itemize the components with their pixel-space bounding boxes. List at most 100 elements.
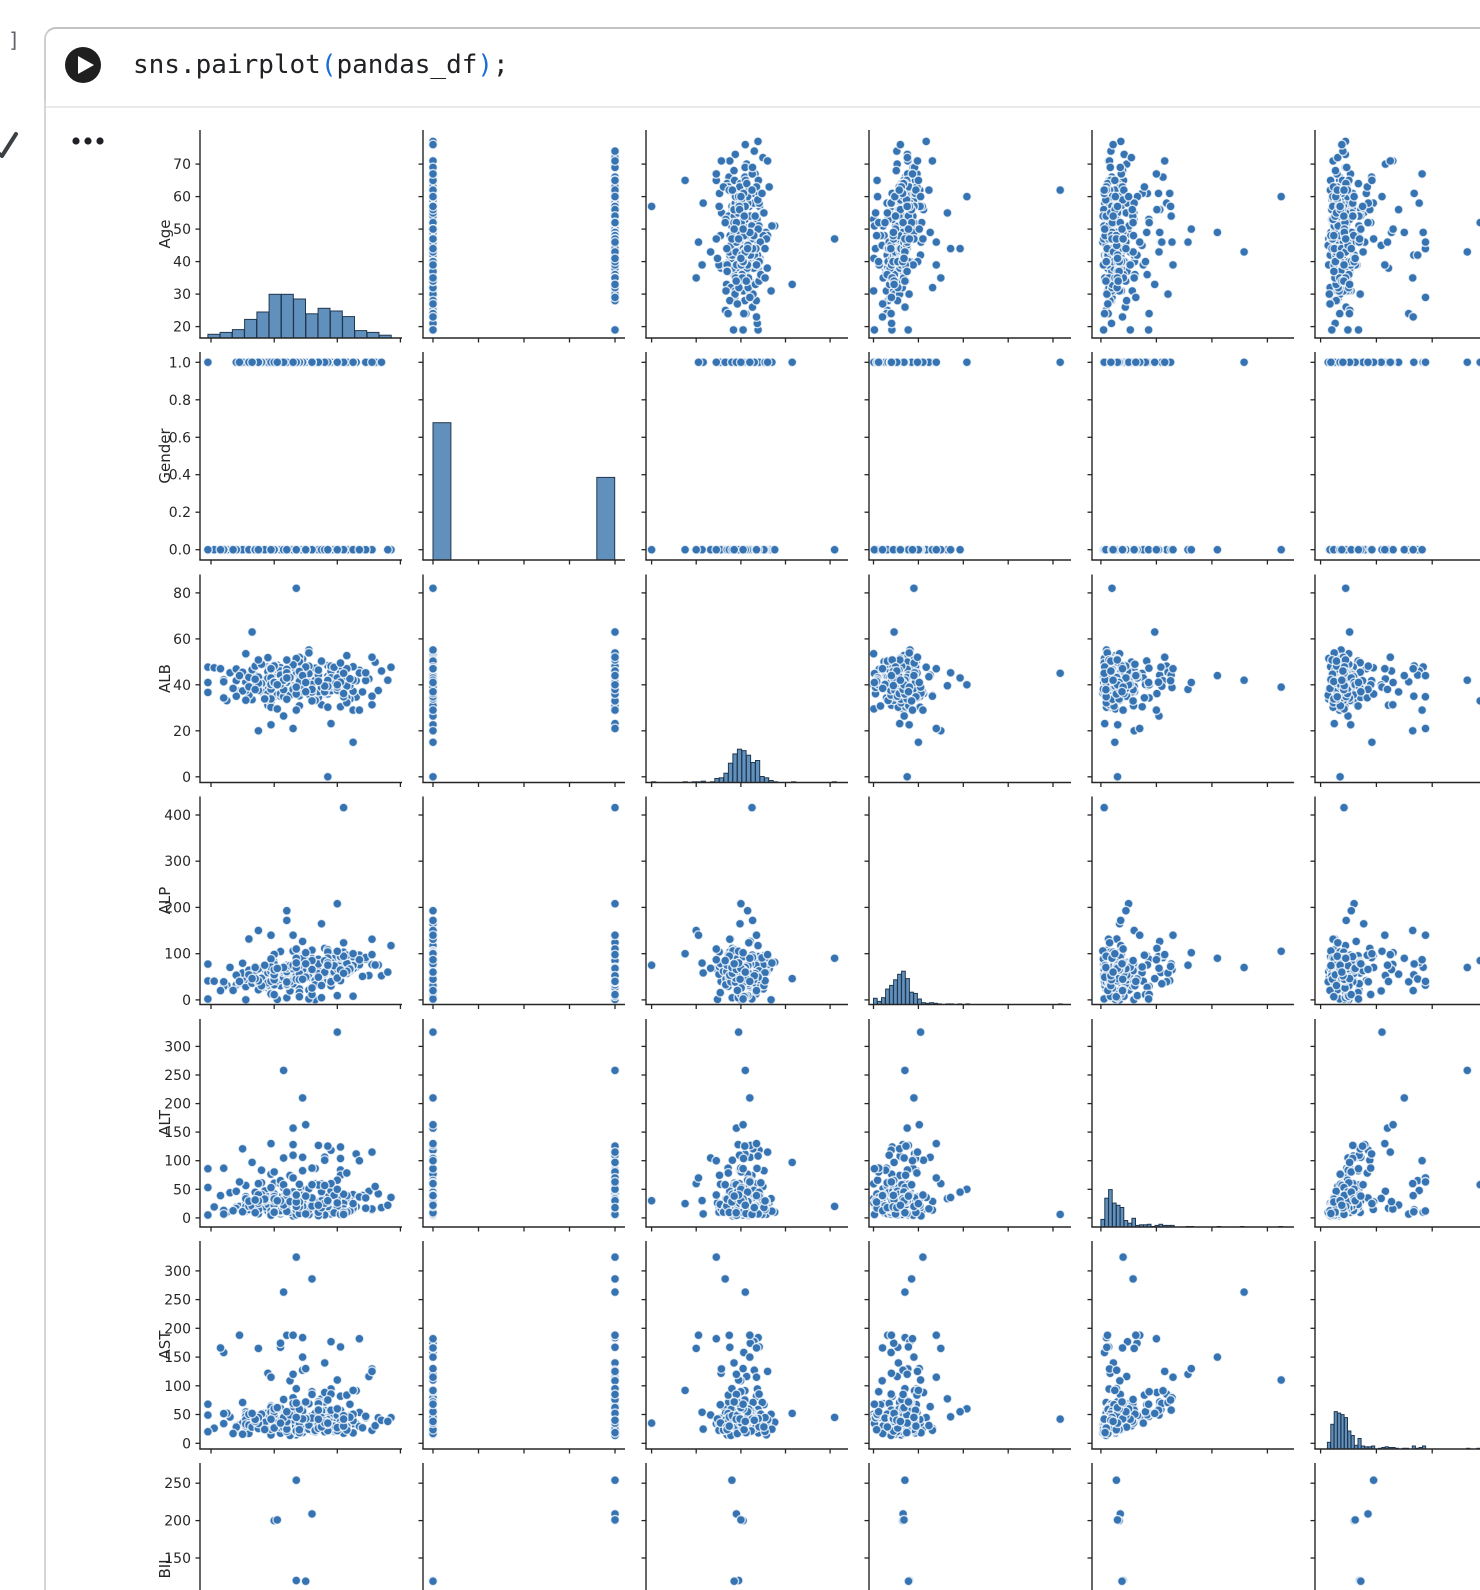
panel-ALT-vs-BIL <box>1087 1463 1129 1590</box>
panel-AST-vs-ALP <box>1310 796 1480 1009</box>
panel-Age-vs-AST: 0 50 100 150 200 250 300 AST <box>156 1241 402 1454</box>
ytick-label: 0 <box>182 1436 191 1452</box>
ytick-label: 200 <box>164 900 191 916</box>
ytick-label: 0.8 <box>169 393 191 409</box>
ytick-label: 150 <box>164 1551 191 1567</box>
ytick-label: 50 <box>173 1182 191 1198</box>
ytick-label: 50 <box>173 1408 191 1424</box>
ytick-label: 150 <box>164 1125 191 1141</box>
ytick-label: 60 <box>173 632 191 648</box>
ytick-label: 60 <box>173 190 191 206</box>
play-icon <box>78 56 94 74</box>
ytick-label: 200 <box>164 1321 191 1337</box>
panel-AST-vs-BIL <box>1310 1463 1379 1590</box>
panel-ALT-vs-ALP <box>1087 796 1294 1009</box>
code-editor-line[interactable]: sns.pairplot(pandas_df); <box>133 50 509 80</box>
code-token: ) <box>477 50 494 80</box>
code-token: pandas_df <box>336 50 478 80</box>
panel-Age-vs-ALB: 0 20 40 60 80 ALB <box>156 574 402 787</box>
ytick-label: 0.2 <box>169 505 191 521</box>
ytick-label: 400 <box>164 808 191 824</box>
ytick-label: 40 <box>173 255 191 271</box>
ytick-label: 250 <box>164 1068 191 1084</box>
panel-AST-vs-ALB <box>1310 574 1480 787</box>
menu-dot <box>84 137 92 145</box>
cell-output-divider <box>46 106 1480 108</box>
row-axis-label: BIL <box>156 1555 174 1579</box>
ytick-label: 40 <box>173 678 191 694</box>
panel-ALB-vs-ALB <box>641 574 848 787</box>
code-cell <box>44 27 1480 109</box>
row-axis-label: ALB <box>156 664 174 693</box>
panel-ALP-vs-BIL <box>864 1463 915 1590</box>
panel-Gender-vs-ALT <box>418 1019 625 1232</box>
ytick-label: 30 <box>173 287 191 303</box>
row-axis-label: Gender <box>156 428 174 484</box>
panel-ALB-vs-Age <box>641 130 848 343</box>
panel-ALT-vs-AST <box>1087 1241 1294 1454</box>
panel-Age-vs-ALP: 0 100 200 300 400 ALP <box>156 796 402 1009</box>
ytick-label: 200 <box>164 1097 191 1113</box>
panel-AST-vs-ALT <box>1310 1019 1480 1232</box>
execution-count-bracket: ] <box>8 28 21 52</box>
cell-executed-check-icon <box>0 132 18 158</box>
ytick-label: 100 <box>164 1379 191 1395</box>
ytick-label: 100 <box>164 947 191 963</box>
ytick-label: 250 <box>164 1476 191 1492</box>
panel-ALT-vs-ALT <box>1087 1019 1294 1232</box>
ytick-label: 300 <box>164 854 191 870</box>
ytick-label: 150 <box>164 1350 191 1366</box>
ytick-label: 0.6 <box>169 430 191 446</box>
panel-ALB-vs-BIL <box>641 1463 749 1590</box>
row-axis-label: Age <box>156 219 174 248</box>
code-token: ( <box>320 50 337 80</box>
panel-ALP-vs-Age <box>864 130 1071 343</box>
panel-ALP-vs-ALT <box>864 1019 1071 1232</box>
panel-ALP-vs-ALP <box>864 796 1071 1009</box>
ytick-label: 20 <box>173 724 191 740</box>
row-axis-label: ALP <box>156 887 174 915</box>
panel-Gender-vs-Age <box>418 130 625 343</box>
ytick-label: 80 <box>173 586 191 602</box>
code-token: sns.pairplot <box>133 50 321 80</box>
panel-ALB-vs-Gender <box>641 352 848 565</box>
panel-Gender-vs-BIL <box>418 1463 621 1590</box>
panel-ALP-vs-ALB <box>864 574 1071 787</box>
panel-ALT-vs-Age <box>1087 130 1294 343</box>
panel-AST-vs-Age <box>1310 130 1480 343</box>
ytick-label: 100 <box>164 1588 191 1590</box>
row-axis-label: ALT <box>156 1109 174 1136</box>
panel-ALB-vs-ALP <box>641 796 848 1009</box>
panel-ALB-vs-ALT <box>641 1019 848 1232</box>
ytick-label: 0 <box>182 1211 191 1227</box>
row-axis-label: AST <box>156 1330 174 1360</box>
ytick-label: 100 <box>164 1154 191 1170</box>
output-options-menu-icon[interactable] <box>70 133 106 149</box>
ytick-label: 0.4 <box>169 468 191 484</box>
ytick-label: 70 <box>173 157 191 173</box>
panel-Gender-vs-Gender <box>418 352 625 565</box>
panel-Gender-vs-AST <box>418 1241 625 1454</box>
menu-dot <box>96 137 104 145</box>
panel-Gender-vs-ALB <box>418 574 625 787</box>
panel-Age-vs-BIL: 050100150200250BIL <box>156 1463 318 1590</box>
panel-Age-vs-ALT: 0 50 100 150 200 250 300 ALT <box>156 1019 402 1232</box>
code-token: ; <box>493 50 509 80</box>
panel-ALT-vs-ALB <box>1087 574 1294 787</box>
run-cell-button[interactable] <box>64 46 102 84</box>
cell-left-border <box>44 100 46 1590</box>
ytick-label: 20 <box>173 320 191 336</box>
panel-AST-vs-AST <box>1310 1241 1480 1454</box>
panel-ALP-vs-Gender <box>864 352 1071 565</box>
panel-Gender-vs-ALP <box>418 796 625 1009</box>
panel-Age-vs-Gender: 0.0 0.2 0.4 0.6 0.8 1.0 Gender <box>156 352 402 565</box>
menu-dot <box>72 137 80 145</box>
ytick-label: 200 <box>164 1514 191 1530</box>
ytick-label: 1.0 <box>169 355 191 371</box>
ytick-label: 300 <box>164 1264 191 1280</box>
panel-AST-vs-Gender <box>1310 352 1480 565</box>
panel-ALP-vs-AST <box>864 1241 1071 1454</box>
ytick-label: 0.0 <box>169 543 191 559</box>
panel-ALB-vs-AST <box>641 1241 848 1454</box>
